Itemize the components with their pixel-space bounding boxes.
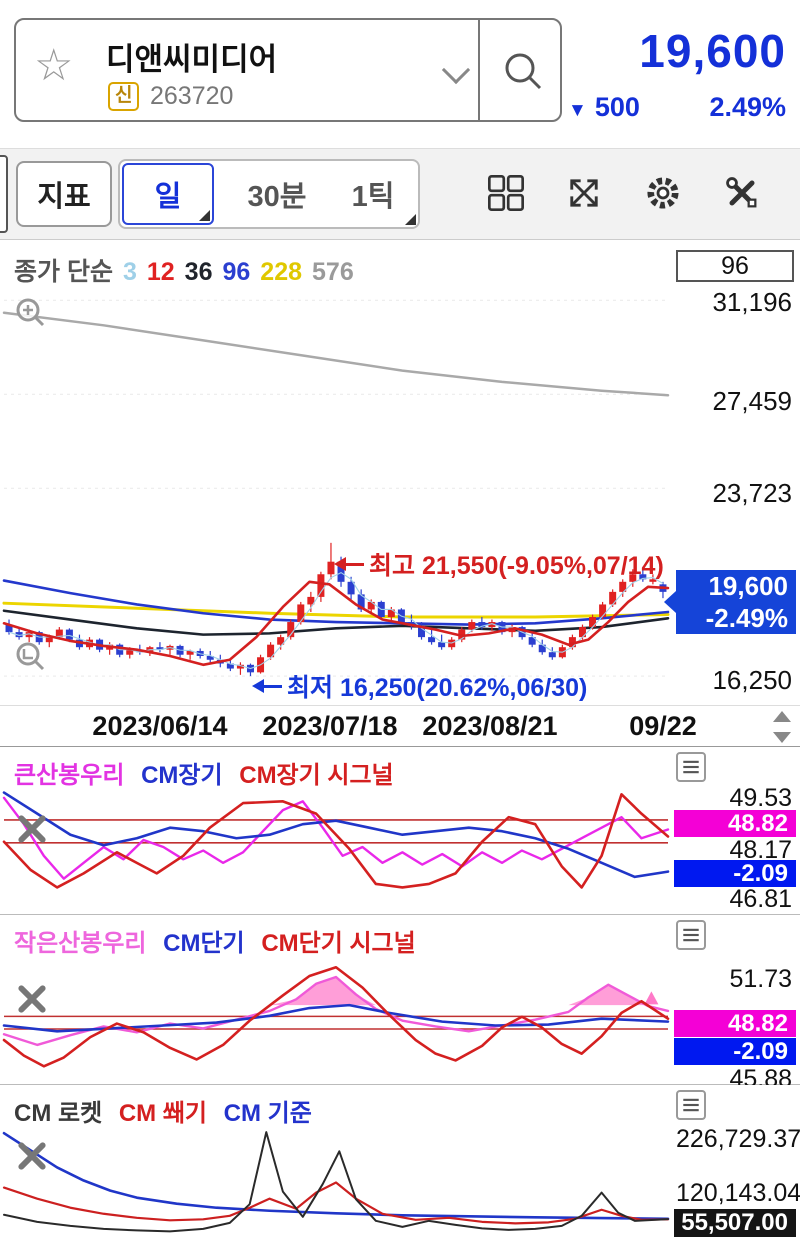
panel-menu-icon[interactable] — [676, 752, 706, 782]
crosshair-value-box: 96 — [676, 250, 794, 282]
submenu-corner-icon — [405, 214, 416, 225]
ma-period-legend: 3 12 36 96 228 576 — [113, 258, 354, 286]
x-axis-label: 2023/08/21 — [422, 711, 558, 741]
zoom-reset-icon[interactable] — [14, 640, 48, 679]
period-day-button[interactable]: 일 — [122, 163, 214, 225]
arrow-left-icon — [334, 557, 346, 571]
ma-period-label: 12 — [146, 258, 175, 286]
value-box-blue: -2.09 — [674, 860, 796, 887]
down-arrow-icon: ▼ — [568, 100, 587, 121]
stock-badge: 신 — [108, 82, 140, 111]
gear-icon[interactable] — [643, 173, 683, 213]
stock-name: 디앤씨미디어 — [106, 42, 278, 77]
tag-price: 19,600 — [708, 570, 788, 601]
period-30min-button[interactable]: 30분 — [247, 181, 307, 213]
close-icon[interactable] — [16, 1140, 48, 1172]
stock-selector[interactable]: ☆ 디앤씨미디어 신 263720 — [14, 18, 562, 122]
period-1tick-button[interactable]: 1틱 — [351, 181, 395, 213]
divider — [478, 20, 480, 120]
y-axis-tick: 31,196 — [712, 287, 792, 317]
panel-menu-icon[interactable] — [676, 920, 706, 950]
layout-grid-icon[interactable] — [486, 173, 526, 213]
indicator-value: 226,729.37 — [676, 1125, 800, 1153]
indicator-legend: 큰산봉우리 CM장기 CM장기 시그널 — [14, 762, 394, 789]
high-annotation: 최고 21,550(-9.05%,07/14) — [334, 546, 664, 582]
ma-period-label: 228 — [260, 258, 303, 286]
current-price-tag: 19,600 -2.49% — [676, 570, 796, 634]
favorite-star-icon[interactable]: ☆ — [34, 41, 74, 90]
indicator-button[interactable]: 지표 — [16, 161, 112, 227]
current-price: 19,600 — [639, 25, 786, 77]
search-icon[interactable] — [494, 50, 554, 94]
cm-short-chart[interactable] — [0, 915, 672, 1085]
cm-rocket-chart[interactable] — [0, 1085, 672, 1252]
x-axis-label: 2023/07/18 — [262, 711, 398, 741]
indicator-panel-cm-long[interactable]: 큰산봉우리 CM장기 CM장기 시그널 49.53 48.82 48.17 -2… — [0, 747, 800, 915]
change-percent: 2.49% — [709, 92, 786, 122]
tools-icon[interactable] — [722, 173, 762, 213]
drawer-handle[interactable] — [0, 155, 8, 233]
submenu-corner-icon — [199, 210, 210, 221]
tag-percent: -2.49% — [705, 603, 788, 633]
value-box-pink: 48.82 — [674, 1010, 796, 1037]
stock-code: 263720 — [150, 82, 234, 110]
indicator-legend: CM 로켓 CM 쐐기 CM 기준 — [14, 1100, 312, 1127]
time-axis[interactable]: 2023/06/14 2023/07/18 2023/08/21 09/22 — [0, 705, 800, 747]
main-price-chart[interactable]: 종가 단순 3 12 36 96 228 576 96 31,196 27,459 23,7… — [0, 240, 800, 705]
ma-period-label: 96 — [222, 258, 251, 286]
indicator-legend: 작은산봉우리 CM단기 CM단기 시그널 — [14, 930, 416, 957]
x-axis-label: 09/22 — [629, 711, 697, 741]
value-box-pink: 48.82 — [674, 810, 796, 837]
value-box-blue: -2.09 — [674, 1038, 796, 1065]
value-box-black: 55,507.00 — [674, 1209, 796, 1237]
indicator-value: 46.81 — [729, 885, 792, 913]
ma-period-label: 3 — [122, 258, 137, 286]
axis-scroll-control[interactable] — [770, 711, 794, 743]
low-annotation: 최저 16,250(20.62%,06/30) — [252, 668, 587, 704]
ma-period-label: 36 — [184, 258, 213, 286]
arrow-left-icon — [252, 679, 264, 693]
candlestick-chart[interactable] — [0, 240, 672, 705]
period-group: 일 30분 1틱 — [118, 159, 420, 229]
y-axis-tick: 23,723 — [712, 478, 792, 508]
y-axis-tick: 27,459 — [712, 386, 792, 416]
y-axis-tick: 16,250 — [712, 665, 792, 695]
ma-legend-row: 종가 단순 3 12 36 96 228 576 — [14, 252, 354, 288]
fullscreen-expand-icon[interactable] — [564, 173, 604, 213]
panel-menu-icon[interactable] — [676, 1090, 706, 1120]
legend-prefix: 종가 단순 — [14, 258, 113, 286]
chart-toolbar: 지표 일 30분 1틱 — [0, 148, 800, 240]
change-value: 500 — [594, 92, 640, 122]
scroll-down-icon[interactable] — [773, 732, 791, 743]
indicator-panel-cm-rocket[interactable]: CM 로켓 CM 쐐기 CM 기준 226,729.37 120,143.04 … — [0, 1085, 800, 1252]
zoom-in-icon[interactable] — [14, 296, 48, 335]
x-axis-label: 2023/06/14 — [92, 711, 228, 741]
close-icon[interactable] — [16, 813, 48, 845]
scroll-up-icon[interactable] — [773, 711, 791, 722]
close-icon[interactable] — [16, 983, 48, 1015]
ma-period-label: 576 — [312, 258, 354, 286]
indicator-value: 51.73 — [729, 965, 792, 993]
cm-long-chart[interactable] — [0, 747, 672, 915]
indicator-value: 49.53 — [729, 784, 792, 812]
indicator-panel-cm-short[interactable]: 작은산봉우리 CM단기 CM단기 시그널 51.73 48.82 -2.09 4… — [0, 915, 800, 1093]
indicator-value: 120,143.04 — [676, 1179, 800, 1207]
indicator-value: 48.17 — [729, 836, 792, 864]
chevron-down-icon[interactable] — [441, 55, 471, 85]
price-change-row: ▼ 500 2.49% — [568, 92, 786, 123]
